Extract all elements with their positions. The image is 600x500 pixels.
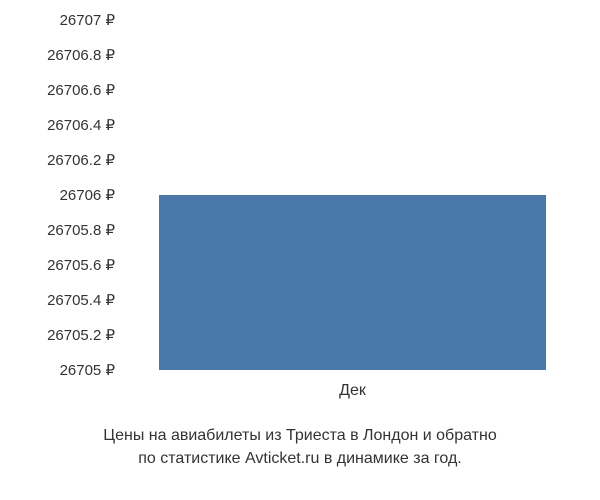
y-tick: 26705.8 ₽ [0,221,115,239]
y-tick: 26706 ₽ [0,186,115,204]
y-tick: 26706.6 ₽ [0,81,115,99]
y-tick: 26705.2 ₽ [0,326,115,344]
y-tick: 26706.2 ₽ [0,151,115,169]
y-tick: 26707 ₽ [0,11,115,29]
plot-area: Дек [125,20,580,370]
x-tick: Дек [339,382,366,400]
y-tick: 26706.8 ₽ [0,46,115,64]
y-tick: 26706.4 ₽ [0,116,115,134]
chart-caption: Цены на авиабилеты из Триеста в Лондон и… [0,425,600,470]
y-tick: 26705.6 ₽ [0,256,115,274]
chart-container: 26707 ₽ 26706.8 ₽ 26706.6 ₽ 26706.4 ₽ 26… [0,20,600,400]
bar-dec [159,195,546,370]
y-tick: 26705 ₽ [0,361,115,379]
caption-line-2: по статистике Avticket.ru в динамике за … [0,448,600,470]
caption-line-1: Цены на авиабилеты из Триеста в Лондон и… [0,425,600,447]
y-axis: 26707 ₽ 26706.8 ₽ 26706.6 ₽ 26706.4 ₽ 26… [0,20,120,370]
y-tick: 26705.4 ₽ [0,291,115,309]
